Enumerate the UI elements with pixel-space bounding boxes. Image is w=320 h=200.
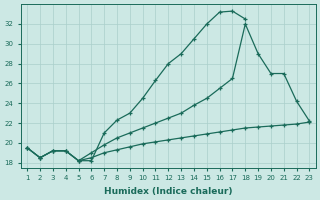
X-axis label: Humidex (Indice chaleur): Humidex (Indice chaleur) xyxy=(104,187,233,196)
